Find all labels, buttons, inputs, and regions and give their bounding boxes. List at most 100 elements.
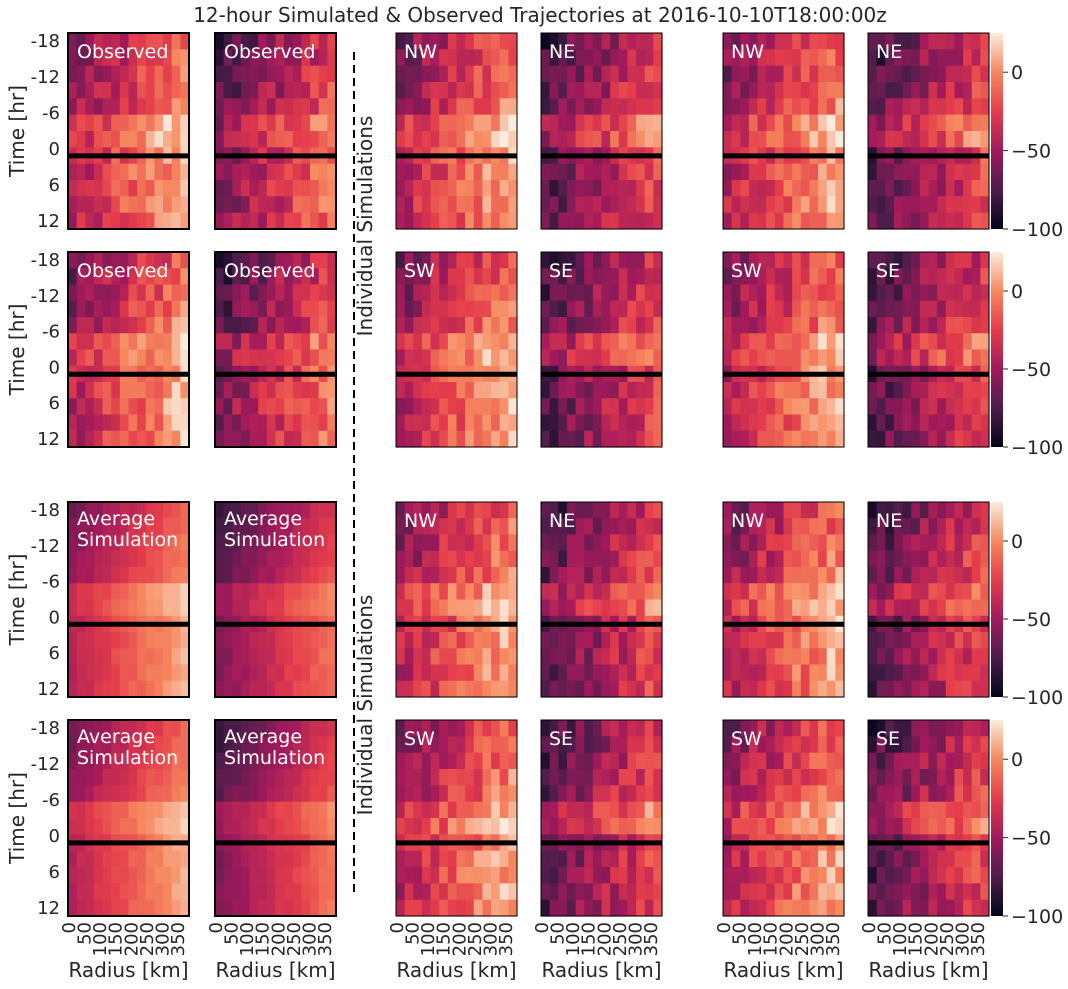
- heatmap-cell: [835, 883, 845, 901]
- heatmap-cell: [800, 769, 811, 786]
- heatmap-cell: [396, 801, 406, 819]
- heatmap-cell: [653, 567, 663, 584]
- heatmap-cell: [644, 212, 654, 230]
- heatmap-cell: [482, 430, 492, 448]
- x-tick-label: 250: [137, 922, 158, 956]
- heatmap-cell: [723, 818, 733, 835]
- heatmap-cell: [592, 818, 603, 835]
- heatmap-cell: [439, 818, 449, 835]
- heatmap-cell: [971, 599, 981, 617]
- heatmap-cell: [826, 49, 836, 67]
- heatmap-cell: [76, 785, 86, 803]
- heatmap-cell: [447, 801, 458, 819]
- heatmap-cell: [618, 648, 629, 666]
- heatmap-cell: [876, 268, 886, 286]
- heatmap-cell: [774, 899, 785, 917]
- heatmap-cell: [154, 534, 164, 552]
- heatmap-cell: [439, 284, 449, 302]
- heatmap-cell: [627, 398, 637, 416]
- heatmap-cell: [592, 583, 603, 601]
- heatmap-cell: [971, 736, 981, 754]
- heatmap-cell: [558, 680, 568, 698]
- heatmap-cell: [232, 632, 242, 649]
- heatmap-cell: [232, 196, 242, 214]
- heatmap-cell: [266, 801, 277, 819]
- heatmap-cell: [610, 599, 620, 617]
- heatmap-cell: [954, 300, 964, 318]
- heatmap-cell: [618, 252, 629, 269]
- heatmap-cell: [558, 769, 568, 786]
- heatmap-cell: [549, 818, 559, 835]
- heatmap-cell: [963, 801, 973, 819]
- heatmap-cell: [566, 752, 577, 770]
- heatmap-cell: [404, 163, 414, 181]
- heatmap-cell: [430, 212, 440, 230]
- heatmap-cell: [310, 114, 320, 132]
- heatmap-cell: [876, 583, 886, 601]
- heatmap-cell: [723, 632, 733, 649]
- heatmap-cell: [68, 850, 78, 868]
- heatmap-cell: [757, 769, 767, 786]
- heatmap-cell: [893, 752, 904, 770]
- heatmap-cell: [456, 300, 466, 318]
- heatmap-cell: [119, 769, 130, 786]
- heatmap-cell: [748, 883, 759, 901]
- heatmap-cell: [421, 180, 432, 197]
- heatmap-cell: [232, 680, 242, 698]
- heatmap-cell: [301, 567, 311, 584]
- heatmap-cell: [566, 114, 577, 132]
- heatmap-cell: [566, 212, 577, 230]
- heatmap-cell: [809, 680, 819, 698]
- heatmap-cell: [971, 98, 981, 116]
- heatmap-cell: [919, 414, 930, 432]
- heatmap-cell: [792, 317, 802, 334]
- heatmap-cell: [774, 534, 785, 552]
- heatmap-cell: [885, 648, 895, 666]
- heatmap-cell: [439, 801, 449, 819]
- heatmap-cell: [610, 550, 620, 568]
- heatmap-cell: [575, 818, 585, 835]
- heatmap-cell: [145, 752, 156, 770]
- heatmap-cell: [575, 114, 585, 132]
- heatmap-cell: [644, 252, 654, 269]
- heatmap-cell: [318, 398, 328, 416]
- heatmap-cell: [508, 899, 518, 917]
- heatmap-cell: [653, 212, 663, 230]
- heatmap-cell: [473, 680, 484, 698]
- heatmap-cell: [171, 333, 181, 351]
- heatmap-cell: [601, 300, 611, 318]
- heatmap-cell: [748, 65, 759, 83]
- heatmap-cell: [971, 163, 981, 181]
- heatmap-cell: [421, 599, 432, 617]
- heatmap-cell: [508, 850, 518, 868]
- heatmap-cell: [421, 899, 432, 917]
- x-tick-label: 100: [890, 922, 911, 956]
- heatmap-cell: [826, 736, 836, 754]
- heatmap-cell: [68, 720, 78, 737]
- heatmap-cell: [491, 163, 501, 181]
- heatmap-cell: [792, 49, 802, 67]
- colorbar-tick-label: −100: [1011, 906, 1063, 928]
- heatmap-cell: [310, 382, 320, 399]
- heatmap-cell: [430, 333, 440, 351]
- heatmap-cell: [826, 430, 836, 448]
- heatmap-cell: [249, 632, 259, 649]
- heatmap-cell: [610, 518, 620, 536]
- heatmap-cell: [954, 398, 964, 416]
- heatmap-cell: [835, 599, 845, 617]
- heatmap-cell: [310, 752, 320, 770]
- heatmap-cell: [835, 65, 845, 83]
- heatmap-cell: [465, 82, 475, 99]
- panel-frame: [395, 719, 518, 917]
- heatmap-cell: [774, 648, 785, 666]
- colorbar-tick-label: 0: [1011, 749, 1023, 771]
- heatmap-cell: [653, 550, 663, 568]
- heatmap-cell: [558, 382, 568, 399]
- heatmap-cell: [792, 664, 802, 682]
- heatmap-cell: [618, 502, 629, 519]
- heatmap-cell: [954, 801, 964, 819]
- heatmap-cell: [171, 632, 181, 649]
- heatmap-cell: [945, 883, 956, 901]
- heatmap-cell: [85, 550, 95, 568]
- heatmap-cell: [809, 785, 819, 803]
